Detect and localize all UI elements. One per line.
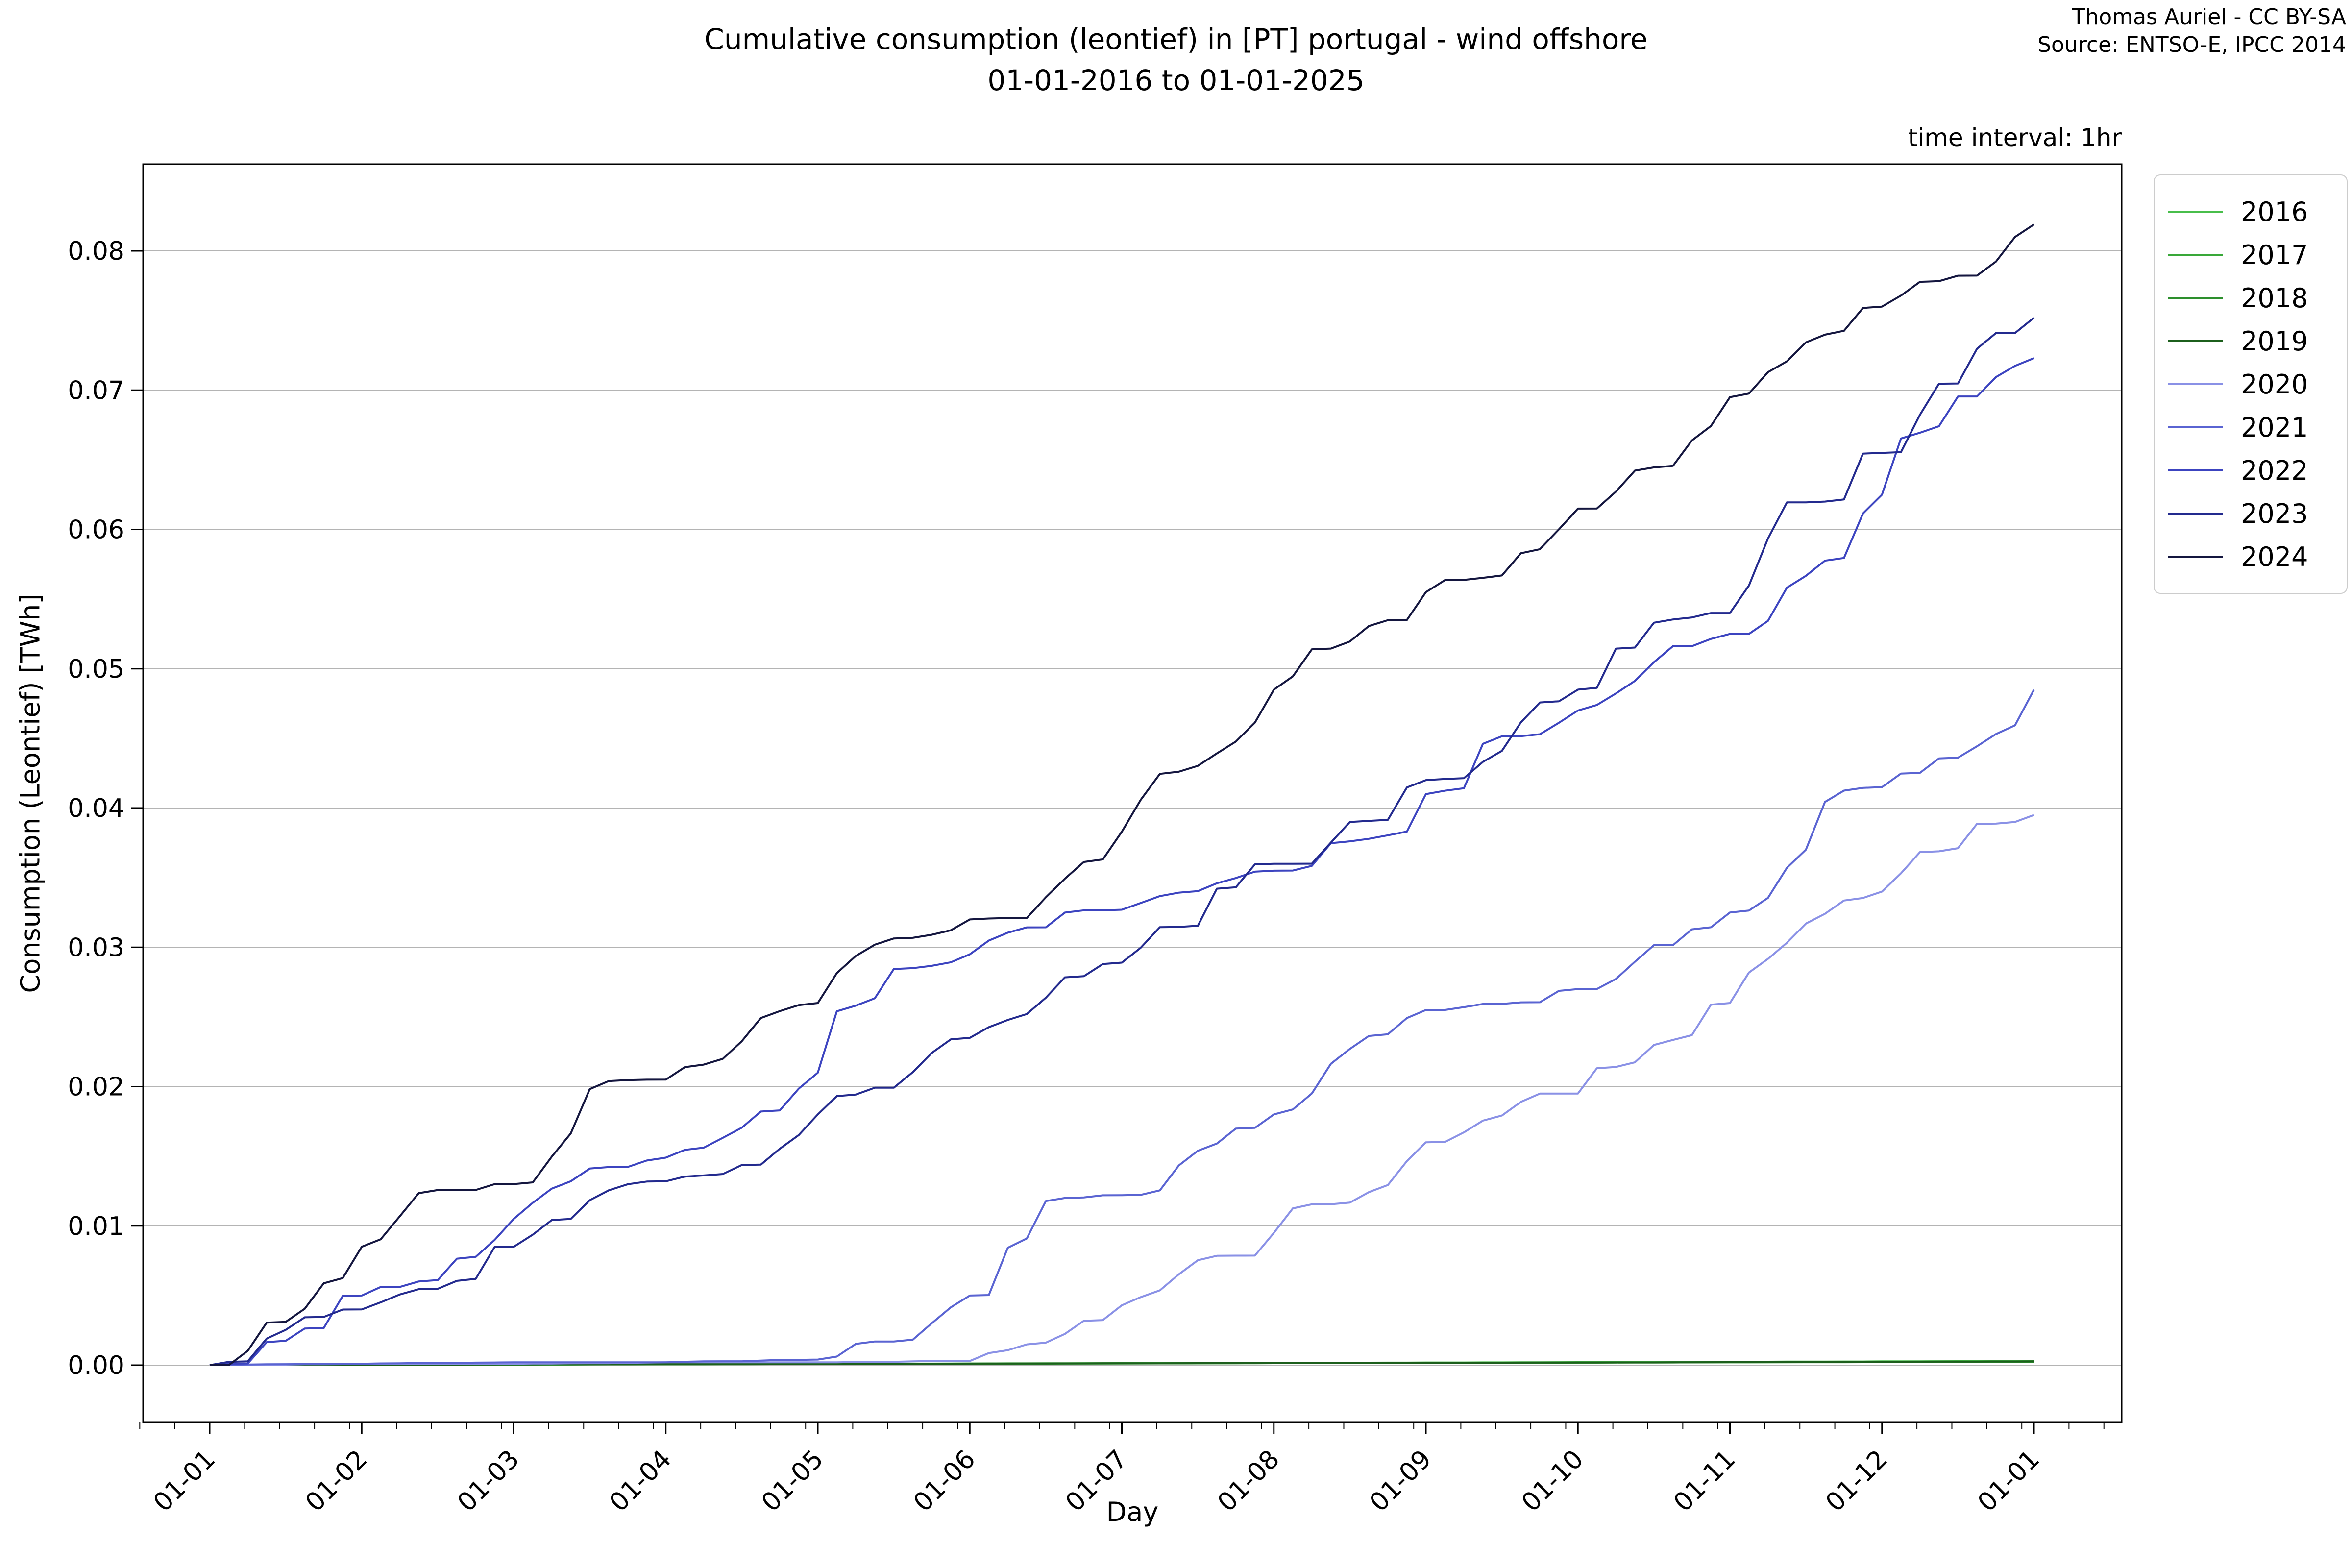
time-interval-note: time interval: 1hr	[1908, 123, 2122, 152]
legend-entry-2019: 2019	[2168, 319, 2342, 363]
y-tick-label: 0.03	[68, 933, 124, 962]
legend-swatch-2019	[2168, 340, 2223, 342]
series-line-2021	[209, 689, 2035, 1366]
y-tick-label: 0.04	[68, 794, 124, 823]
axes-frame	[142, 163, 2123, 1423]
series-line-2024	[210, 223, 2035, 1366]
legend-label-2022: 2022	[2241, 455, 2308, 486]
x-tick-label: 01-01	[1972, 1445, 2045, 1518]
legend-label-2019: 2019	[2241, 325, 2308, 357]
legend-label-2017: 2017	[2241, 239, 2308, 270]
legend-swatch-2016	[2168, 211, 2223, 213]
x-tick-label: 01-07	[1060, 1445, 1133, 1518]
y-tick-label: 0.01	[68, 1212, 124, 1241]
chart-title-line2: 01-01-2016 to 01-01-2025	[987, 64, 1365, 98]
legend-label-2024: 2024	[2241, 541, 2308, 572]
y-tick-label: 0.05	[68, 655, 124, 684]
legend-label-2021: 2021	[2241, 412, 2308, 443]
legend-label-2023: 2023	[2241, 498, 2308, 529]
legend-swatch-2018	[2168, 297, 2223, 299]
x-tick-label: 01-11	[1668, 1445, 1741, 1518]
y-tick-label: 0.06	[68, 515, 124, 545]
attribution-author: Thomas Auriel - CC BY-SA	[2072, 4, 2346, 29]
x-tick-label: 01-12	[1820, 1445, 1893, 1518]
legend-entry-2018: 2018	[2168, 276, 2342, 319]
legend-entry-2021: 2021	[2168, 406, 2342, 449]
y-tick-label: 0.02	[68, 1073, 124, 1102]
x-tick-label: 01-08	[1212, 1445, 1285, 1518]
attribution: Thomas Auriel - CC BY-SA Source: ENTSO-E…	[2037, 3, 2346, 59]
legend-swatch-2023	[2168, 513, 2223, 514]
x-tick-label: 01-05	[756, 1445, 829, 1518]
legend-entry-2023: 2023	[2168, 492, 2342, 535]
series-line-2023	[209, 317, 2035, 1366]
legend-swatch-2024	[2168, 556, 2223, 558]
series-line-2020	[209, 814, 2034, 1366]
x-tick-label: 01-02	[300, 1445, 373, 1518]
y-tick-label: 0.07	[68, 376, 124, 405]
legend-swatch-2017	[2168, 254, 2223, 256]
y-tick-label: 0.00	[68, 1351, 124, 1380]
x-tick-label: 01-04	[604, 1445, 677, 1518]
legend-entry-2024: 2024	[2168, 535, 2342, 578]
legend-swatch-2020	[2168, 383, 2223, 385]
x-tick-label: 01-09	[1364, 1445, 1437, 1518]
chart-title: Cumulative consumption (leontief) in [PT…	[0, 19, 2352, 101]
legend: 2016 2017 2018 2019 2020 2021 2022 2023 2024	[2154, 174, 2348, 594]
legend-swatch-2022	[2168, 469, 2223, 471]
legend-label-2020: 2020	[2241, 368, 2308, 400]
x-tick-label: 01-01	[148, 1445, 221, 1518]
legend-entry-2020: 2020	[2168, 363, 2342, 406]
legend-entry-2017: 2017	[2168, 233, 2342, 276]
attribution-source: Source: ENTSO-E, IPCC 2014	[2037, 32, 2346, 58]
x-tick-label: 01-03	[452, 1445, 525, 1518]
x-axis-label: Day	[1106, 1496, 1159, 1527]
x-tick-label: 01-10	[1516, 1445, 1589, 1518]
legend-label-2016: 2016	[2241, 196, 2308, 227]
series-line-2022	[209, 357, 2034, 1366]
legend-label-2018: 2018	[2241, 282, 2308, 314]
legend-swatch-2021	[2168, 426, 2223, 428]
y-tick-label: 0.08	[68, 237, 124, 266]
x-tick-label: 01-06	[908, 1445, 981, 1518]
chart-title-line1: Cumulative consumption (leontief) in [PT…	[704, 23, 1648, 56]
legend-entry-2016: 2016	[2168, 190, 2342, 233]
legend-entry-2022: 2022	[2168, 449, 2342, 492]
